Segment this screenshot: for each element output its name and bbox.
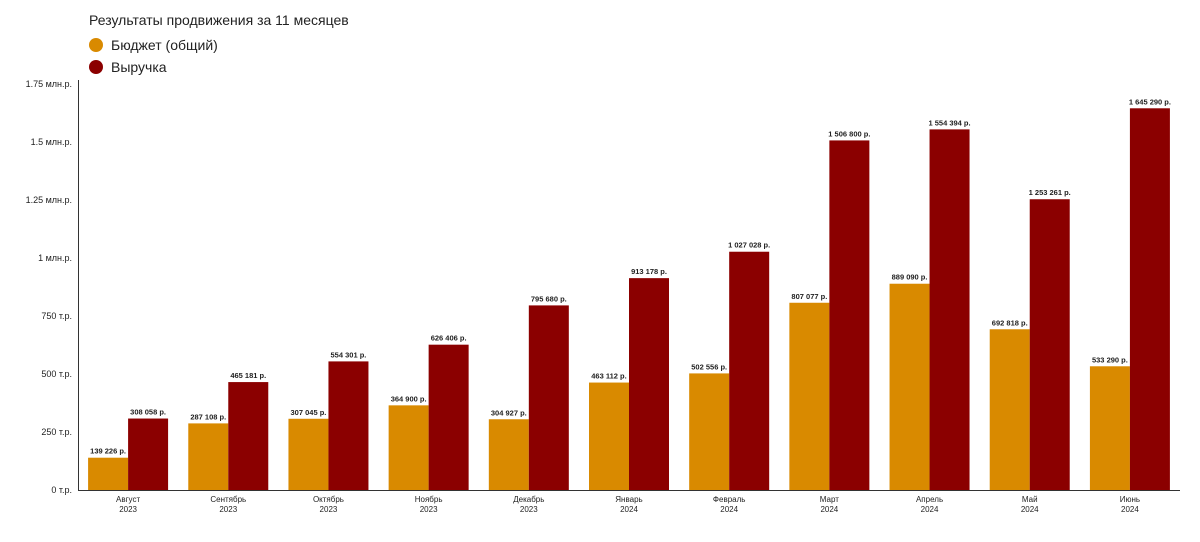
legend-item-budget: Бюджет (общий) [89, 36, 218, 54]
bar-revenue [528, 305, 569, 490]
y-tick-label: 1 млн.р. [38, 253, 72, 263]
x-tick-label-year: 2024 [720, 505, 738, 514]
x-tick-label-month: Декабрь [513, 495, 544, 504]
x-tick-label-year: 2024 [820, 505, 838, 514]
bar-budget [388, 405, 429, 490]
y-tick-label: 500 т.р. [41, 369, 72, 379]
x-tick-label-year: 2024 [620, 505, 638, 514]
data-label-budget: 692 818 р. [992, 318, 1028, 327]
x-tick-label-year: 2024 [921, 505, 939, 514]
data-label-budget: 304 927 р. [491, 408, 527, 417]
data-label-budget: 533 290 р. [1092, 355, 1128, 364]
data-label-budget: 287 108 р. [190, 412, 226, 421]
x-tick-label-year: 2024 [1021, 505, 1039, 514]
data-label-revenue: 1 506 800 р. [828, 129, 870, 138]
y-tick-label: 0 т.р. [51, 485, 72, 495]
chart-title: Результаты продвижения за 11 месяцев [89, 12, 349, 28]
bar-budget [789, 302, 830, 490]
bar-revenue [128, 418, 169, 490]
bar-budget [188, 423, 229, 490]
bar-budget [288, 418, 329, 490]
legend-swatch-budget [89, 38, 103, 52]
bar-budget [889, 283, 930, 490]
x-tick-label-year: 2023 [320, 505, 338, 514]
data-label-revenue: 1 554 394 р. [928, 118, 970, 127]
data-label-revenue: 1 645 290 р. [1129, 97, 1171, 106]
y-tick-label: 750 т.р. [41, 311, 72, 321]
x-tick-label-month: Январь [615, 495, 642, 504]
y-tick-label: 1.75 млн.р. [26, 79, 72, 89]
x-tick-label-month: Июнь [1120, 495, 1140, 504]
data-label-revenue: 308 058 р. [130, 408, 166, 417]
x-tick-label-month: Ноябрь [415, 495, 443, 504]
bar-budget [989, 329, 1030, 490]
bar-revenue [328, 361, 369, 490]
bar-revenue [829, 140, 870, 490]
x-tick-label-month: Сентябрь [210, 495, 246, 504]
legend-label-revenue: Выручка [111, 59, 167, 75]
bar-budget [589, 382, 629, 490]
x-tick-label-year: 2023 [420, 505, 438, 514]
bar-revenue [1129, 108, 1170, 490]
bar-budget [488, 419, 529, 490]
data-label-revenue: 626 406 р. [431, 334, 467, 343]
x-tick-label-month: Апрель [916, 495, 943, 504]
x-tick-label-month: Март [820, 495, 839, 504]
bar-revenue [729, 251, 770, 490]
bar-revenue [428, 344, 469, 490]
data-label-budget: 307 045 р. [291, 408, 327, 417]
data-label-budget: 364 900 р. [391, 394, 427, 403]
x-tick-label-year: 2023 [219, 505, 237, 514]
bar-revenue [228, 382, 269, 490]
data-label-budget: 463 112 р. [591, 372, 626, 381]
x-tick-label-year: 2024 [1121, 505, 1139, 514]
data-label-revenue: 1 027 028 р. [728, 241, 770, 250]
data-label-revenue: 554 301 р. [331, 350, 367, 359]
x-tick-label-month: Август [116, 495, 140, 504]
data-label-revenue: 1 253 261 р. [1029, 188, 1071, 197]
legend-item-revenue: Выручка [89, 58, 167, 76]
bar-revenue [929, 129, 970, 490]
data-label-budget: 889 090 р. [892, 273, 928, 282]
x-tick-label-month: Октябрь [313, 495, 344, 504]
legend-swatch-revenue [89, 60, 103, 74]
data-label-budget: 502 556 р. [691, 362, 727, 371]
x-tick-label-year: 2023 [520, 505, 538, 514]
legend-label-budget: Бюджет (общий) [111, 37, 218, 53]
bar-budget [88, 457, 129, 490]
bar-revenue [1029, 199, 1070, 490]
x-tick-label-year: 2023 [119, 505, 137, 514]
data-label-revenue: 913 178 р. [631, 267, 667, 276]
x-tick-label-month: Февраль [713, 495, 746, 504]
data-label-budget: 139 226 р. [90, 447, 126, 456]
data-label-budget: 807 077 р. [791, 292, 827, 301]
data-label-revenue: 795 680 р. [531, 294, 567, 303]
y-tick-label: 1.25 млн.р. [26, 195, 72, 205]
y-tick-label: 250 т.р. [41, 427, 72, 437]
bar-budget [689, 373, 730, 490]
data-label-revenue: 465 181 р. [230, 371, 266, 380]
bar-revenue [629, 278, 669, 490]
x-tick-label-month: Май [1022, 495, 1038, 504]
bar-budget [1089, 366, 1130, 490]
y-tick-label: 1.5 млн.р. [31, 137, 72, 147]
